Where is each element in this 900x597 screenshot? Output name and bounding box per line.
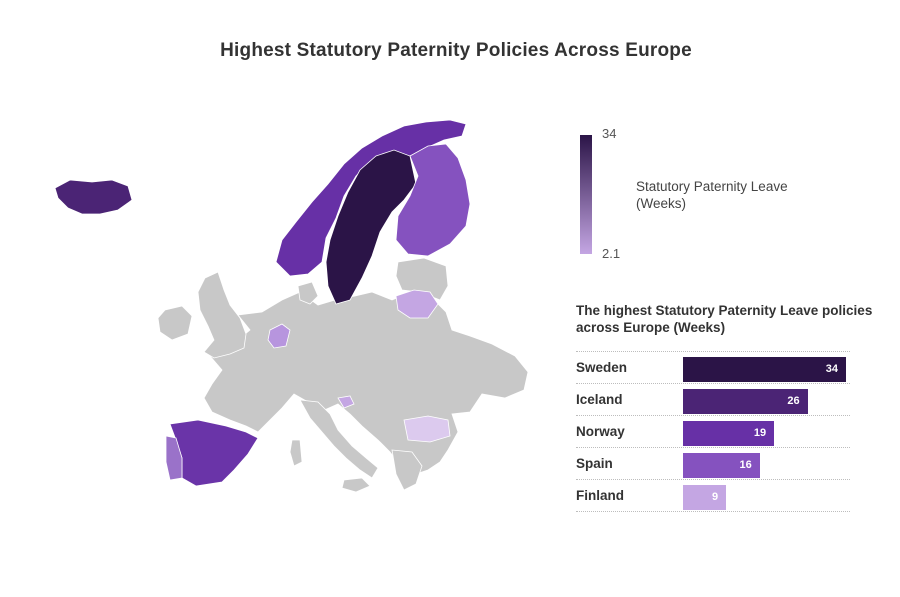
bar-chart-title: The highest Statutory Paternity Leave po… (576, 303, 873, 335)
bar-chart: Sweden 34 Iceland 26 Norway 19 Spain 16 … (576, 351, 850, 512)
map-region-iceland (54, 179, 133, 215)
europe-map (54, 119, 529, 493)
map-region-baltics (395, 257, 449, 301)
map-region-portugal (165, 435, 183, 481)
legend-color-scale (580, 135, 592, 254)
map-region-italy (299, 399, 379, 479)
map-region-bulgaria (403, 415, 451, 443)
legend-max-label: 34 (602, 126, 617, 141)
bar: 19 (683, 421, 775, 446)
bar-label: Finland (576, 488, 624, 503)
bar-label: Norway (576, 424, 625, 439)
bar-label: Spain (576, 456, 613, 471)
bar-value-label: 19 (753, 427, 767, 439)
bar-label: Sweden (576, 360, 628, 375)
bar-value-label: 34 (825, 363, 838, 375)
map-region-ireland (157, 305, 193, 341)
map-region-sicily (341, 477, 371, 493)
bar-row: Spain 16 (576, 447, 850, 479)
map-region-sardinia (289, 439, 303, 467)
map-region-norway (275, 119, 467, 277)
page-title: Highest Statutory Paternity Policies Acr… (220, 40, 692, 61)
map-region-slovenia (337, 395, 355, 409)
map-region-spain (169, 419, 259, 487)
bar-label: Iceland (576, 392, 623, 407)
map-region-denmark (297, 281, 319, 305)
bar-value-label: 9 (712, 491, 719, 503)
bar: 26 (683, 389, 808, 414)
bar-row: Finland 9 (576, 479, 850, 512)
map-region-great-britain (197, 271, 247, 359)
bar-row: Norway 19 (576, 415, 850, 447)
bar-row: Iceland 26 (576, 383, 850, 415)
map-region-greece (391, 449, 423, 491)
bar: 16 (683, 453, 760, 478)
bar-value-label: 16 (739, 459, 752, 471)
bar: 34 (683, 357, 846, 382)
legend-min-label: 2.1 (602, 246, 621, 261)
bar-value-label: 26 (787, 395, 800, 407)
map-region-sweden (325, 149, 417, 305)
map-region-lithuania (395, 289, 439, 319)
bar: 9 (683, 485, 727, 510)
map-region-netherlands (267, 323, 291, 349)
map-region-finland (395, 143, 471, 257)
bar-row: Sweden 34 (576, 351, 850, 383)
legend-title: Statutory Paternity Leave (Weeks) (636, 179, 788, 211)
